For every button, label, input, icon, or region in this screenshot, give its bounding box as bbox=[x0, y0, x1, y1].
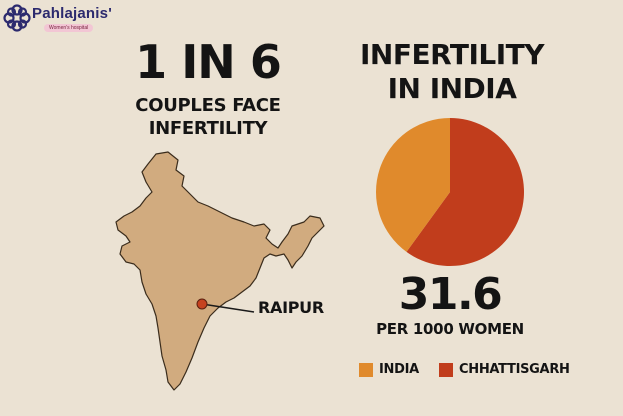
chart-title-line-2: IN INDIA bbox=[387, 72, 517, 105]
headline-caption: COUPLES FACE INFERTILITY bbox=[118, 94, 298, 140]
legend-swatch-chhattisgarh bbox=[439, 363, 453, 377]
city-marker bbox=[196, 298, 208, 310]
logo: Pahlajanis' Women's hospital bbox=[2, 2, 122, 34]
pie-value: 31.6 bbox=[398, 269, 503, 320]
chart-title: INFERTILITY IN INDIA bbox=[352, 38, 552, 106]
india-map bbox=[115, 151, 325, 391]
india-map-shape bbox=[115, 151, 325, 391]
legend-label-chhattisgarh: CHHATTISGARH bbox=[459, 362, 570, 377]
caption-line-2: INFERTILITY bbox=[148, 118, 268, 139]
logo-subtitle: Women's hospital bbox=[44, 24, 94, 32]
legend-swatch-india bbox=[359, 363, 373, 377]
caption-line-1: COUPLES FACE bbox=[135, 95, 281, 116]
pie-slice-india bbox=[375, 118, 450, 252]
city-leader-line bbox=[201, 303, 255, 313]
city-label: RAIPUR bbox=[258, 298, 324, 317]
chart-title-line-1: INFERTILITY bbox=[359, 38, 545, 71]
headline-stat: 1 IN 6 bbox=[135, 35, 282, 89]
knot-logo-icon bbox=[3, 4, 31, 32]
pie-value-unit: PER 1000 WOMEN bbox=[376, 320, 524, 338]
logo-name: Pahlajanis' bbox=[32, 5, 112, 22]
legend-label-india: INDIA bbox=[379, 362, 419, 377]
pie-chart bbox=[375, 118, 524, 266]
pie-slice-chhattisgarh bbox=[406, 118, 524, 266]
